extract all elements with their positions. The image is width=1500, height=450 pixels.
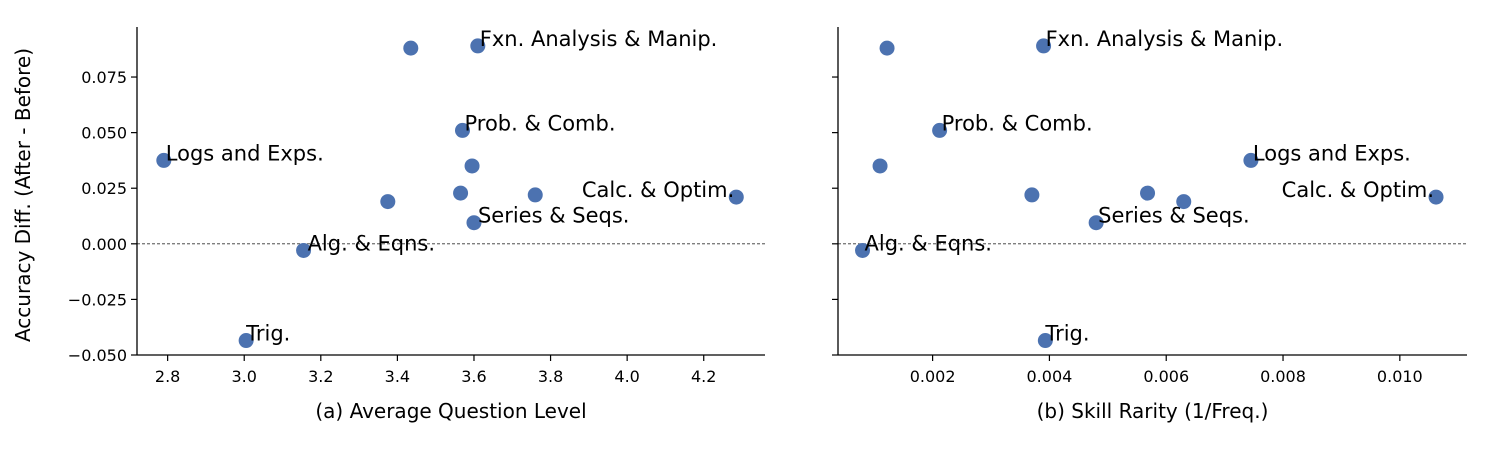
panel-b: 0.002 0.004 0.006 0.008 0.010 (b) Skill Rarit… bbox=[832, 27, 1467, 423]
x-axis-label: (a) Average Question Level bbox=[315, 399, 586, 423]
scatter-point bbox=[1088, 215, 1104, 231]
x-axis-label: (b) Skill Rarity (1/Freq.) bbox=[1037, 399, 1269, 423]
point-annotation: Fxn. Analysis & Manip. bbox=[480, 27, 718, 51]
point-annotation: Alg. & Eqns. bbox=[865, 231, 992, 255]
scatter-point bbox=[156, 152, 172, 168]
scatter-point bbox=[932, 122, 948, 138]
scatter-point bbox=[728, 189, 744, 205]
point-annotation: Series & Seqs. bbox=[1098, 204, 1250, 228]
x-tick-label: 2.8 bbox=[155, 367, 180, 386]
x-tick-label: 3.4 bbox=[385, 367, 410, 386]
point-annotation: Trig. bbox=[1044, 322, 1089, 346]
scatter-point bbox=[380, 194, 396, 210]
y-tick-label: −0.025 bbox=[68, 290, 127, 309]
x-tick-label: 4.0 bbox=[614, 367, 639, 386]
scatter-point bbox=[470, 38, 486, 54]
x-tick-label: 0.004 bbox=[1027, 367, 1073, 386]
x-tick-label: 0.010 bbox=[1377, 367, 1423, 386]
scatter-point bbox=[1037, 333, 1053, 349]
scatter-point bbox=[1140, 185, 1156, 201]
y-tick-label: 0.000 bbox=[81, 235, 127, 254]
y-tick-label: −0.050 bbox=[68, 346, 127, 365]
point-annotation: Fxn. Analysis & Manip. bbox=[1046, 27, 1284, 51]
scatter-point bbox=[527, 187, 543, 203]
point-annotation: Prob. & Comb. bbox=[942, 111, 1093, 135]
scatter-point bbox=[464, 158, 480, 174]
scatter-point bbox=[454, 122, 470, 138]
x-tick-label: 0.008 bbox=[1260, 367, 1306, 386]
point-annotation: Logs and Exps. bbox=[1253, 141, 1411, 165]
panel-a: −0.050 −0.025 0.000 0.025 0.050 0.075 2.8 3.0 3.… bbox=[68, 27, 765, 423]
scatter-point bbox=[238, 333, 254, 349]
y-tick-label: 0.025 bbox=[81, 179, 127, 198]
x-tick-label: 3.2 bbox=[308, 367, 333, 386]
point-annotation: Trig. bbox=[245, 322, 290, 346]
point-annotation: Calc. & Optim. bbox=[582, 178, 734, 202]
x-tick-label: 4.2 bbox=[691, 367, 716, 386]
scatter-point bbox=[1176, 194, 1192, 210]
scatter-point bbox=[1428, 189, 1444, 205]
point-annotation: Alg. & Eqns. bbox=[308, 231, 435, 255]
x-tick-label: 0.002 bbox=[910, 367, 956, 386]
scatter-point bbox=[296, 242, 312, 258]
y-tick-label: 0.075 bbox=[81, 68, 127, 87]
scatter-point bbox=[453, 185, 469, 201]
scatter-point bbox=[879, 40, 895, 56]
point-annotation: Prob. & Comb. bbox=[464, 111, 615, 135]
scatter-point bbox=[855, 242, 871, 258]
y-axis-label: Accuracy Diff. (After - Before) bbox=[11, 48, 35, 342]
scatter-point bbox=[872, 158, 888, 174]
point-annotation: Calc. & Optim. bbox=[1282, 178, 1434, 202]
scatter-point bbox=[1024, 187, 1040, 203]
x-tick-label: 3.6 bbox=[461, 367, 486, 386]
scatter-point bbox=[466, 215, 482, 231]
x-tick-label: 3.0 bbox=[231, 367, 256, 386]
scatter-point bbox=[403, 40, 419, 56]
scatter-point bbox=[1243, 152, 1259, 168]
y-tick-label: 0.050 bbox=[81, 124, 127, 143]
scatter-point bbox=[1036, 38, 1052, 54]
x-tick-label: 3.8 bbox=[538, 367, 563, 386]
point-annotation: Series & Seqs. bbox=[478, 204, 630, 228]
x-tick-label: 0.006 bbox=[1143, 367, 1189, 386]
point-annotation: Logs and Exps. bbox=[166, 141, 324, 165]
